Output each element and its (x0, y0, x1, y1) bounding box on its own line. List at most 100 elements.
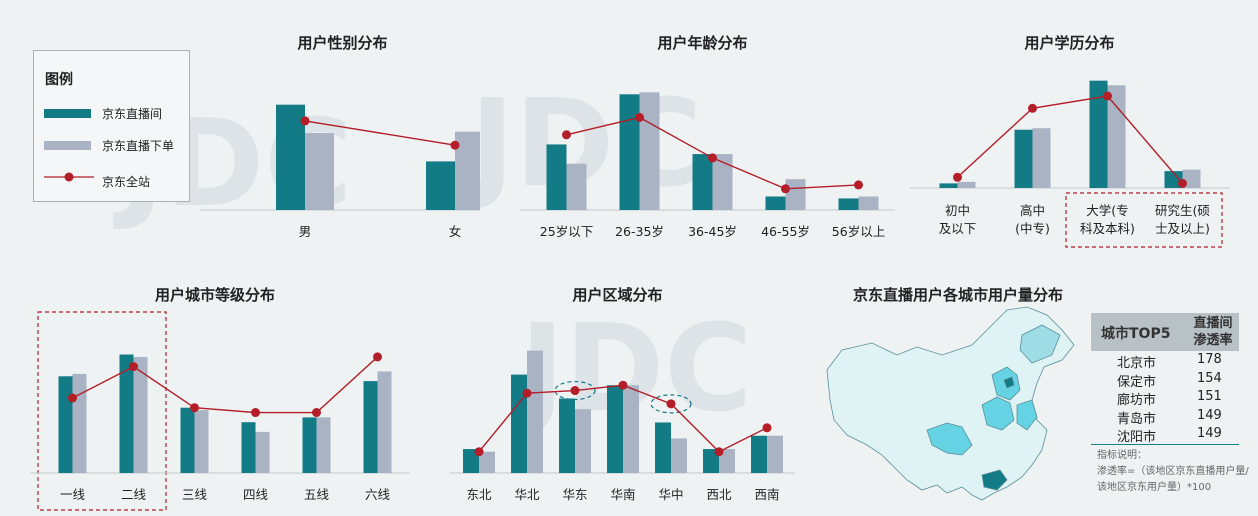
legend: 图例 京东直播间 京东直播下单 京东全站 (33, 50, 190, 202)
bar-live (765, 196, 786, 210)
bar-order (785, 179, 806, 210)
bar-live (463, 449, 479, 473)
rate-value: 149 (1197, 426, 1222, 441)
chart-title-region: 用户区域分布 (572, 286, 663, 304)
bar-live (703, 449, 719, 473)
bar-order (305, 133, 334, 210)
bar-order (671, 438, 687, 473)
line-site (72, 356, 378, 414)
point-site (373, 352, 382, 362)
city-name: 沈阳市 (1117, 430, 1157, 445)
tick-label: 女 (449, 224, 462, 239)
tick-label: 大学(专 (1086, 203, 1128, 218)
tick-label: 西北 (706, 487, 732, 502)
tick-label: 25岁以下 (540, 224, 593, 239)
tick-label: 华中 (658, 487, 683, 502)
map-region-base (826, 306, 1075, 501)
map-title: 京东直播用户各城市用户量分布 (852, 286, 1063, 304)
legend-swatch-live (44, 109, 91, 118)
tick-label: 东北 (466, 487, 492, 502)
bar-order (1107, 85, 1126, 188)
region-chart: 东北 华北 华东 华南 华中 西北 西南 (450, 350, 795, 502)
tick-label: 一线 (60, 487, 86, 502)
tick-label: 46-55岁 (761, 224, 810, 239)
tick-label: 三线 (182, 487, 208, 502)
point-site (635, 112, 644, 122)
tick-label: 男 (299, 224, 312, 239)
bar-order (719, 449, 735, 473)
bar-live (619, 94, 640, 210)
city-name: 廊坊市 (1117, 393, 1157, 408)
table-row: 北京市 178 (1091, 351, 1239, 371)
bar-live (1164, 171, 1183, 188)
point-site (300, 116, 310, 126)
tick-label: 二线 (121, 487, 147, 502)
tick-label: 华南 (610, 487, 635, 502)
bar-live (939, 183, 958, 188)
bar-live (559, 398, 575, 473)
tick-label: 华东 (562, 487, 587, 502)
point-site (129, 362, 138, 372)
header-rate: 直播间 渗透率 (1193, 316, 1233, 348)
tick-label: 五线 (304, 487, 330, 502)
point-site (708, 153, 717, 163)
bar-live (302, 417, 317, 473)
bar-order (72, 373, 87, 473)
point-site (666, 399, 676, 409)
tick-label: 及以下 (939, 221, 977, 236)
point-site (251, 408, 260, 418)
point-site (570, 386, 580, 396)
point-site (953, 172, 962, 182)
legend-title: 图例 (45, 72, 73, 88)
bar-live (511, 374, 527, 473)
point-site (450, 140, 460, 150)
legend-swatch-order (44, 141, 91, 150)
point-site (562, 130, 571, 140)
point-site (68, 393, 77, 403)
tick-label: 高中 (1020, 203, 1045, 218)
map-region-central (981, 396, 1015, 431)
point-site (474, 447, 484, 457)
bar-order (527, 350, 543, 473)
bar-order (575, 409, 591, 473)
line-site (304, 120, 456, 146)
bar-order (767, 435, 783, 473)
highlight-ellipse (650, 394, 692, 414)
legend-label-order: 京东直播下单 (102, 139, 175, 153)
legend-label-live: 京东直播间 (102, 107, 163, 121)
bar-live (180, 407, 195, 473)
bar-live (1014, 129, 1033, 188)
bar-order (639, 92, 660, 210)
tick-label: (中专) (1015, 221, 1050, 236)
bar-order (479, 451, 495, 473)
bar-live (58, 376, 73, 473)
rate-value: 151 (1197, 389, 1222, 404)
table-row: 廊坊市 151 (1091, 388, 1239, 408)
bar-live (546, 144, 567, 210)
tick-label: 36-45岁 (688, 224, 737, 239)
highlight-box (1065, 192, 1223, 248)
china-map (826, 306, 1075, 501)
chart-title-age: 用户年龄分布 (657, 34, 748, 52)
bar-live (426, 161, 455, 210)
legend-swatch-site (44, 172, 94, 182)
point-site (1178, 178, 1187, 188)
point-site (312, 408, 321, 418)
tick-label: 科及本科) (1080, 221, 1135, 236)
map-region-south (981, 469, 1008, 491)
city-tier-chart: 一线 二线 三线 四线 五线 六线 (30, 311, 410, 511)
point-site (1103, 91, 1112, 101)
rate-value: 149 (1197, 407, 1222, 423)
point-site (618, 380, 628, 390)
tick-label: 26-35岁 (615, 224, 664, 239)
point-site (781, 184, 790, 194)
metric-note: 指标说明： 渗透率=（该地区京东直播用户量/该地区京东用户量）*100 (1097, 450, 1249, 493)
city-top5-table: 城市TOP5 直播间 渗透率 北京市 178 保定市 154 廊坊市 151 青岛市 149 沈阳… (1091, 313, 1239, 445)
bar-live (692, 154, 713, 210)
table-row: 沈阳市 149 (1091, 425, 1239, 445)
bar-live (655, 422, 671, 473)
table-row: 保定市 154 (1091, 370, 1239, 390)
map-region-west (926, 422, 973, 456)
point-site (1028, 103, 1037, 113)
